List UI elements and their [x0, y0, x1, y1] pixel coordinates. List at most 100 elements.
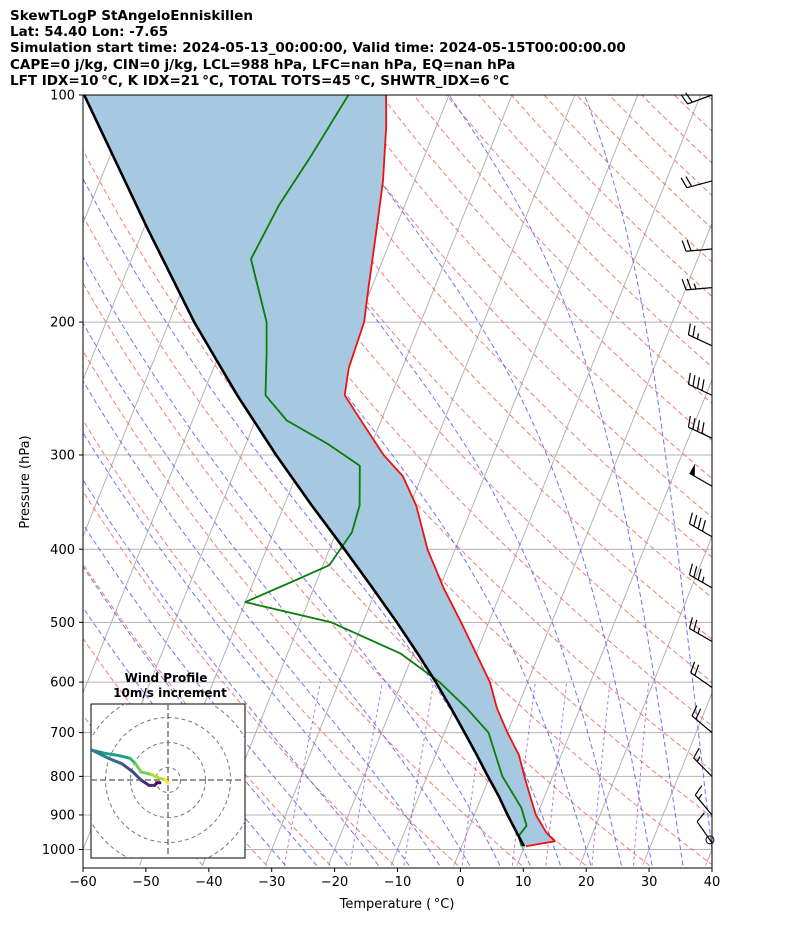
mixing-ratio-line	[633, 682, 650, 866]
hodograph-segment	[134, 762, 143, 774]
wind-barb	[687, 323, 713, 347]
x-tick-label: −10	[384, 875, 411, 890]
hodograph-segment	[91, 748, 105, 755]
hodograph-segment	[101, 751, 121, 758]
dry-adiabat	[641, 95, 712, 164]
dry-adiabat	[152, 95, 712, 727]
moist-adiabat	[83, 255, 501, 866]
wind-barb	[687, 372, 713, 396]
y-tick-label: 700	[50, 726, 75, 741]
dry-adiabat	[348, 95, 712, 480]
y-tick-label: 800	[50, 770, 75, 785]
temperature-trace	[343, 95, 556, 848]
wind-barb	[688, 512, 713, 538]
mixing-ratio-line	[403, 682, 435, 866]
x-tick-label: −50	[132, 875, 159, 890]
x-tick-label: 0	[456, 875, 464, 890]
hodograph-title: Wind Profile	[125, 671, 208, 685]
hodograph-subtitle: 10m/s increment	[113, 686, 227, 700]
y-axis-label: Pressure (hPa)	[18, 435, 33, 528]
moist-adiabat	[145, 95, 592, 866]
y-tick-label: 1000	[42, 843, 75, 858]
dry-adiabat	[772, 95, 794, 866]
index-line: LFT IDX=10 °C, K IDX=21 °C, TOTAL TOTS=4…	[10, 72, 510, 89]
wind-barb	[690, 661, 713, 689]
x-tick-label: 20	[578, 875, 595, 890]
isotherm-line	[516, 378, 712, 866]
wind-barb	[696, 812, 713, 844]
hodograph-segment	[117, 754, 132, 760]
moist-adiabat	[83, 478, 379, 866]
cape-cin-shading	[84, 95, 555, 847]
cape-line: CAPE=0 j/kg, CIN=0 j/kg, LCL=988 hPa, LF…	[10, 56, 516, 73]
isotherm-line	[768, 95, 794, 865]
x-tick-label: −40	[195, 875, 222, 890]
wind-barb	[688, 563, 713, 589]
hodograph-segment	[139, 770, 154, 777]
moist-adiabat	[83, 431, 410, 866]
dry-adiabat	[576, 95, 712, 230]
wind-barb	[693, 747, 713, 777]
wind-barb	[689, 463, 713, 487]
y-tick-label: 500	[50, 616, 75, 631]
moist-adiabat	[220, 95, 622, 866]
moist-adiabat	[584, 95, 712, 854]
isotherm-line	[0, 95, 72, 865]
isotherm-line	[264, 95, 576, 866]
y-tick-label: 200	[50, 316, 75, 331]
y-tick-label: 600	[50, 676, 75, 691]
axes: −60 −50 −40 −30 −20 −10 0 10 20 30 40 1000 900 800 700…	[42, 89, 720, 891]
mixing-ratio-line	[283, 682, 321, 866]
wind-barb	[681, 239, 713, 252]
isotherm-line	[579, 535, 712, 866]
dry-adiabat	[83, 282, 586, 866]
cin-shading-area	[84, 95, 555, 847]
x-tick-label: 40	[704, 875, 721, 890]
dry-adiabat	[740, 95, 794, 866]
dry-adiabat	[543, 95, 712, 263]
y-tick-label: 300	[50, 448, 75, 463]
profile-traces	[83, 95, 556, 848]
isotherm-line	[705, 848, 712, 866]
hodograph-segment	[139, 778, 151, 787]
x-tick-label: −30	[258, 875, 285, 890]
wind-barb	[680, 92, 713, 105]
wind-barb	[694, 785, 713, 816]
dry-adiabat	[511, 95, 712, 298]
hodograph-segment	[131, 770, 143, 782]
hodograph-inset	[90, 703, 246, 859]
calm-wind-circle	[705, 835, 715, 845]
dry-adiabat	[706, 95, 712, 101]
moist-adiabat	[83, 565, 318, 866]
moist-adiabat	[83, 380, 440, 866]
x-tick-label: −20	[321, 875, 348, 890]
moist-adiabat	[318, 95, 653, 866]
hodograph-segment	[107, 756, 124, 766]
moist-adiabat	[448, 95, 684, 866]
wind-barb	[687, 415, 713, 439]
dewpoint-trace	[244, 95, 528, 847]
dry-adiabat	[380, 95, 712, 442]
dry-adiabat	[315, 95, 712, 519]
x-tick-label: 30	[641, 875, 658, 890]
x-tick-label: −60	[69, 875, 96, 890]
x-tick-label: 10	[515, 875, 532, 890]
isotherm-line	[327, 95, 639, 866]
hodograph-segment	[120, 762, 135, 774]
dry-adiabat	[83, 490, 395, 866]
mixing-ratio-line	[349, 682, 384, 866]
hodograph-segment	[163, 778, 170, 785]
dry-adiabat	[83, 419, 459, 866]
y-tick-label: 400	[50, 543, 75, 558]
time-line: Simulation start time: 2024-05-13_00:00:…	[10, 40, 626, 57]
x-axis-label: Temperature ( °C)	[339, 897, 455, 912]
wind-barb	[691, 705, 713, 734]
isotherm-line	[0, 95, 9, 865]
parcel-trace	[83, 95, 526, 847]
lat-lon-line: Lat: 54.40 Lon: -7.65	[10, 24, 169, 41]
moist-adiabat	[83, 322, 471, 866]
wind-barbs	[680, 92, 715, 845]
dry-adiabat	[413, 95, 712, 405]
y-tick-label: 100	[50, 89, 75, 104]
isotherm-line	[390, 95, 702, 866]
